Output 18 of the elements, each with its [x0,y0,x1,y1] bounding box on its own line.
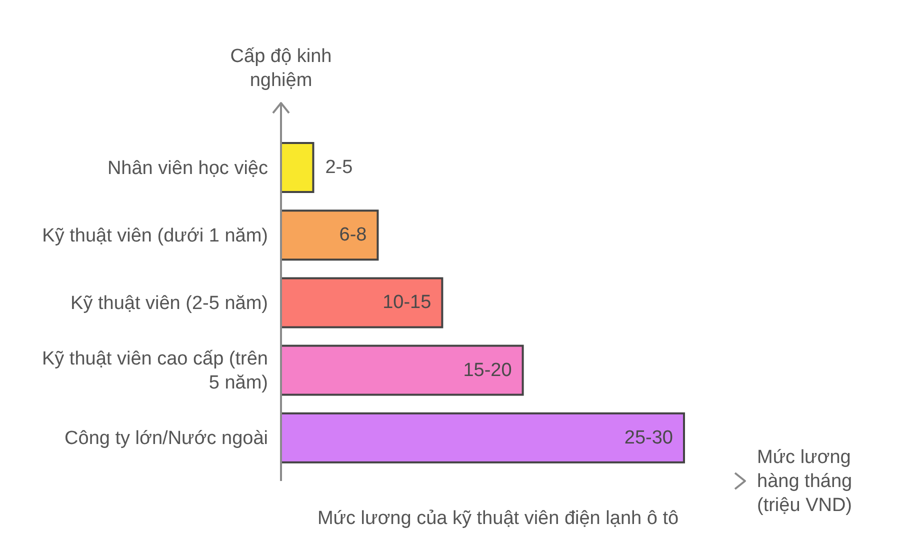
bar [281,277,444,328]
y-tick-label: Kỹ thuật viên (2-5 năm) [70,292,268,314]
y-tick-label: Kỹ thuật viên cao cấp (trên 5 năm) [42,348,268,394]
x-axis-title: Mức lương hàng tháng (triệu VND) [757,446,854,518]
data-label: 15-20 [463,360,512,381]
data-label: 25-30 [624,427,673,448]
y-tick-label: Nhân viên học việc [107,157,268,178]
data-label: 6-8 [339,224,367,246]
bar [281,210,379,261]
bar [281,142,314,193]
text: Mức lương của kỹ thuật viên điện lạnh ô tô [317,508,679,529]
y-tick-label: Kỹ thuật viên (dưới 1 năm) [42,224,268,246]
bar [281,344,524,396]
y-axis-title: Cấp độ kinh nghiệm [229,45,333,93]
y-tick-label: Công ty lớn/Nước ngoài [64,428,268,449]
data-label: 10-15 [382,292,432,314]
bar [281,412,685,464]
data-label: 2-5 [325,157,353,178]
